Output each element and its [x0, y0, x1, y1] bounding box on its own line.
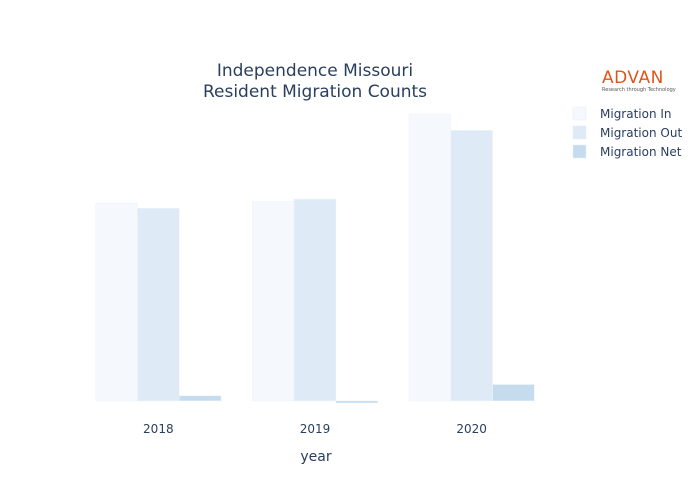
bar-migration-in-2020 — [408, 113, 452, 402]
logo-tagline: Research through Technology — [602, 87, 676, 93]
legend-swatch-migration-net[interactable] — [572, 144, 587, 159]
bar-migration-net-2018 — [178, 395, 222, 402]
bars-group — [95, 113, 535, 404]
x-axis-title: year — [300, 449, 331, 465]
x-tick-labels: 2018 2019 2020 — [143, 422, 487, 436]
legend-label-migration-in[interactable]: Migration In — [600, 107, 672, 121]
advan-logo: ADVAN Research through Technology — [602, 68, 676, 93]
logo-wordmark: ADVAN — [602, 68, 664, 88]
bar-migration-out-2018 — [137, 208, 180, 402]
chart-title-line-2: Resident Migration Counts — [203, 82, 427, 102]
legend: Migration In Migration Out Migration Net — [572, 106, 682, 159]
legend-swatch-migration-in[interactable] — [572, 106, 587, 121]
x-tick-label: 2020 — [456, 422, 487, 436]
legend-label-migration-out[interactable]: Migration Out — [600, 126, 682, 140]
bar-migration-in-2019 — [252, 200, 295, 402]
bar-migration-net-2020 — [492, 384, 535, 402]
bar-migration-out-2020 — [450, 130, 493, 402]
legend-swatch-migration-out[interactable] — [572, 125, 587, 140]
chart-title-line-1: Independence Missouri — [217, 61, 413, 81]
bar-migration-out-2019 — [293, 198, 337, 402]
bar-migration-in-2018 — [95, 202, 138, 402]
x-tick-label: 2018 — [143, 422, 174, 436]
legend-label-migration-net[interactable]: Migration Net — [600, 145, 682, 159]
bar-migration-net-2019 — [335, 400, 378, 404]
x-tick-label: 2019 — [300, 422, 331, 436]
